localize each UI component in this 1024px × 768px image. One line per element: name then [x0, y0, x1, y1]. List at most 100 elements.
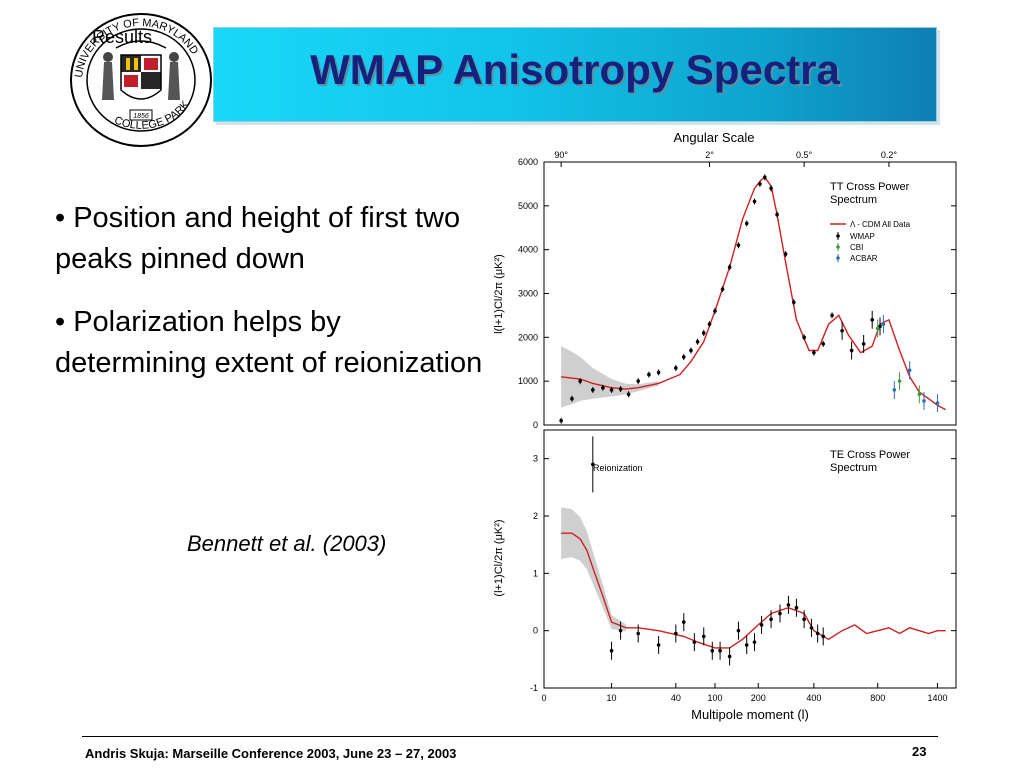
reionization-annotation: Reionization	[593, 463, 643, 473]
x-tick-label: 200	[751, 693, 766, 703]
wmap-spectra-figure: Angular Scale l(l+1)Cl/2π (μK²) (l+1)Cl/…	[493, 130, 957, 722]
tt-wmap-point	[736, 243, 741, 248]
top-tick-label: 0.2°	[881, 150, 898, 160]
te-wmap-point	[752, 640, 757, 644]
te-model-line	[561, 532, 946, 649]
tt-acbar-point	[892, 388, 897, 392]
university-seal-logo: UNIVERSITY OF MARYLAND COLLEGE PARK 1856	[70, 13, 212, 147]
te-ytick-label: 0	[533, 626, 538, 636]
te-wmap-point	[681, 620, 686, 624]
tt-wmap-point	[591, 388, 595, 392]
te-wmap-point	[769, 617, 773, 621]
tt-ytick-label: 5000	[518, 201, 538, 211]
footer-divider	[82, 736, 938, 737]
bullet-polarization: • Polarization helps by determining exte…	[55, 306, 483, 379]
top-tick-label: 90°	[554, 150, 568, 160]
x-tick-label: 100	[707, 693, 722, 703]
tt-ytick-label: 6000	[518, 157, 538, 167]
tt-wmap-point	[707, 322, 712, 326]
title-banner: WMAP Anisotropy Spectra	[213, 27, 937, 122]
footer-credit: Andris Skuja: Marseille Conference 2003,…	[85, 746, 457, 761]
tt-wmap-point	[812, 350, 816, 355]
tt-cosmic-variance-band	[561, 346, 659, 408]
tt-wmap-point	[720, 287, 725, 291]
tt-wmap-point	[762, 175, 767, 180]
tt-cbi-point	[875, 326, 880, 331]
tt-acbar-point	[922, 399, 926, 403]
te-panel-frame	[543, 429, 957, 689]
bullet-peaks: • Position and height of first two peaks…	[55, 202, 461, 275]
tt-wmap-point	[681, 355, 686, 359]
te-wmap-point	[636, 631, 640, 636]
te-y-label: (l+1)Cl/2π (μK²)	[493, 519, 505, 596]
te-wmap-point	[778, 611, 782, 616]
x-tick-label: 0	[541, 693, 546, 703]
tt-wmap-point	[695, 339, 700, 344]
tt-acbar-point	[935, 401, 940, 405]
tt-wmap-point	[792, 300, 796, 305]
tt-wmap-point	[636, 379, 640, 383]
te-title-line2: Spectrum	[830, 462, 877, 474]
te-ytick-label: -1	[530, 683, 538, 693]
te-wmap-point	[744, 643, 749, 647]
tt-wmap-point	[656, 370, 661, 375]
page-number: 23	[912, 744, 927, 759]
te-wmap-point	[692, 640, 697, 644]
top-tick-label: 2°	[705, 150, 714, 160]
te-wmap-point	[609, 648, 614, 653]
x-tick-label: 40	[671, 693, 681, 703]
legend-model: Λ - CDM All Data	[850, 220, 911, 229]
te-wmap-point	[794, 605, 799, 610]
tt-wmap-point	[758, 182, 762, 186]
te-wmap-point	[821, 634, 826, 639]
te-ytick-label: 1	[533, 568, 538, 578]
tt-wmap-point	[752, 199, 757, 204]
te-wmap-point	[618, 628, 623, 633]
te-wmap-point	[759, 623, 764, 627]
te-wmap-point	[710, 648, 715, 653]
tt-wmap-point	[601, 385, 605, 390]
tt-ytick-label: 0	[533, 420, 538, 430]
tt-wmap-point	[701, 331, 706, 335]
tt-wmap-point	[849, 348, 854, 353]
tt-wmap-point	[769, 186, 773, 191]
te-wmap-point	[736, 628, 741, 633]
tt-wmap-point	[802, 335, 806, 340]
tt-wmap-point	[609, 388, 614, 392]
tt-wmap-point	[626, 392, 631, 397]
tt-wmap-point	[713, 309, 717, 313]
x-tick-label: 400	[806, 693, 821, 703]
tt-y-label: l(l+1)Cl/2π (μK²)	[493, 254, 505, 334]
te-title-line1: TE Cross Power	[830, 449, 910, 461]
te-wmap-point	[815, 631, 820, 636]
tt-wmap-point	[689, 348, 693, 353]
te-wmap-point	[802, 617, 806, 621]
tt-wmap-point	[674, 366, 678, 370]
tt-wmap-point	[647, 372, 651, 377]
te-wmap-point	[701, 634, 706, 639]
x-tick-label: 800	[870, 693, 885, 703]
tt-acbar-point	[881, 322, 886, 326]
x-tick-label: 1400	[927, 693, 947, 703]
tt-wmap-point	[578, 379, 582, 383]
tt-legend: Λ - CDM All Data WMAP CBI ACBAR	[830, 220, 911, 263]
tt-acbar-point	[907, 368, 912, 373]
legend-acbar: ACBAR	[850, 254, 878, 263]
tt-wmap-point	[570, 396, 574, 401]
results-label: Results	[92, 27, 153, 47]
te-wmap-point	[656, 643, 661, 647]
tt-wmap-point	[744, 221, 749, 226]
tt-wmap-point	[861, 342, 866, 346]
te-wmap-point	[718, 648, 722, 653]
te-wmap-point	[727, 654, 732, 659]
tt-cbi-point	[917, 392, 922, 397]
te-wmap-point	[809, 626, 814, 630]
legend-wmap: WMAP	[850, 232, 875, 241]
tt-ytick-label: 2000	[518, 332, 538, 342]
tt-wmap-point	[727, 265, 732, 269]
te-wmap-point	[591, 462, 595, 467]
tt-wmap-point	[559, 418, 563, 423]
top-axis-label: Angular Scale	[674, 130, 755, 145]
tt-wmap-point	[878, 324, 882, 329]
